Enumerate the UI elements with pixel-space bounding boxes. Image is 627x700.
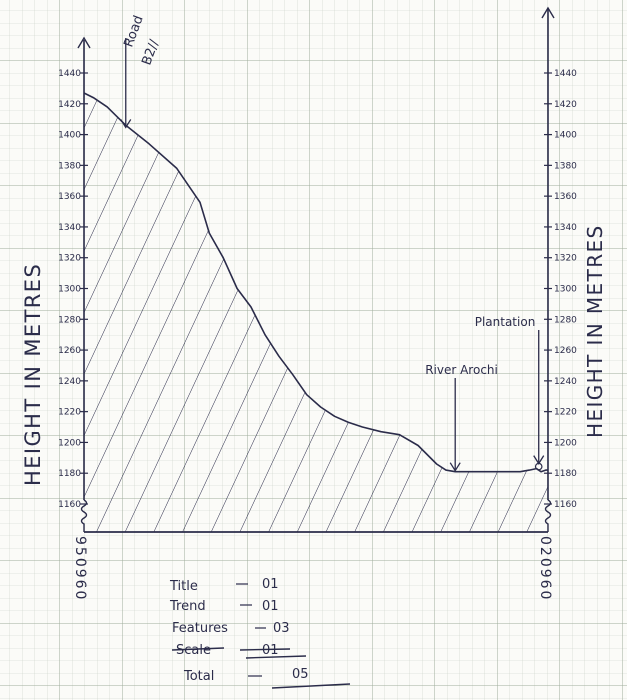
marks-scale-value: 01 [262,643,279,658]
left-tick-label: 1260 [58,346,81,356]
right-tick-label: 1440 [554,69,577,79]
marks-trend-label: Trend [169,599,206,614]
left-tick-label: 1300 [58,285,81,295]
right-tick-label: 1260 [554,346,577,356]
left-tick-label: 1240 [58,377,81,387]
marks-breakdown: Title 01 Trend 01 Features 03 Scale 01 T… [169,577,351,689]
left-tick-label: 1280 [58,315,81,325]
marks-scale-strike-2 [239,648,291,651]
marks-scale-strike-1 [171,647,225,651]
marks-total-underline [271,683,351,689]
right-tick-label: 1360 [554,192,577,202]
right-tick-label: 1420 [554,100,577,110]
plantation-label: Plantation [475,315,536,329]
left-tick-label: 1180 [58,469,81,479]
right-tick-label: 1180 [554,469,577,479]
profile-line [83,92,548,473]
right-tick-label: 1220 [554,408,577,418]
left-axis-arrowhead [77,36,91,49]
marks-features-label: Features [172,621,228,636]
left-tick-label: 1380 [58,161,81,171]
left-tick-label: 1160 [58,500,81,510]
left-tick-label: 1340 [58,223,81,233]
left-tick-label: 1440 [58,69,81,79]
left-tick-label: 1200 [58,438,81,448]
marks-title-label: Title [169,579,198,594]
marks-total-value: 05 [292,667,309,682]
right-tick-label: 1320 [554,254,577,264]
right-tick-label: 1160 [554,500,577,510]
left-tick-label: 1400 [58,131,81,141]
right-axis-ticks: 1160 1180 1200 1220 1240 1260 1280 1300 1320 1340… [544,69,577,510]
left-tick-label: 1360 [58,192,81,202]
right-axis-arrowhead [541,6,555,19]
right-tick-label: 1280 [554,315,577,325]
right-tick-label: 1380 [554,161,577,171]
left-axis-title: HEIGHT IN METRES [21,263,45,486]
right-tick-label: 1200 [554,438,577,448]
plantation-symbol [534,462,543,471]
right-tick-label: 1240 [554,377,577,387]
left-axis-ticks: 1160 1180 1200 1220 1240 1260 1280 1300 1320 1340… [58,69,88,510]
right-tick-label: 1340 [554,223,577,233]
right-tick-label: 1400 [554,131,577,141]
marks-sum-underline [245,655,307,659]
river-arrow-head [449,462,461,472]
left-tick-label: 1420 [58,100,81,110]
marks-trend-value: 01 [262,599,279,614]
right-grid-reference: 020960 [537,536,553,601]
marks-features-value: 03 [273,621,290,636]
right-tick-label: 1300 [554,285,577,295]
left-tick-label: 1320 [58,254,81,264]
right-axis-title: HEIGHT IN METRES [583,224,607,438]
marks-scale-label: Scale [176,643,211,658]
left-grid-reference: 950960 [72,536,88,601]
left-tick-label: 1220 [58,408,81,418]
road-arrow-head [120,119,132,129]
river-label: River Arochi [425,363,498,377]
marks-title-value: 01 [262,577,279,592]
marks-total-label: Total [183,669,214,684]
